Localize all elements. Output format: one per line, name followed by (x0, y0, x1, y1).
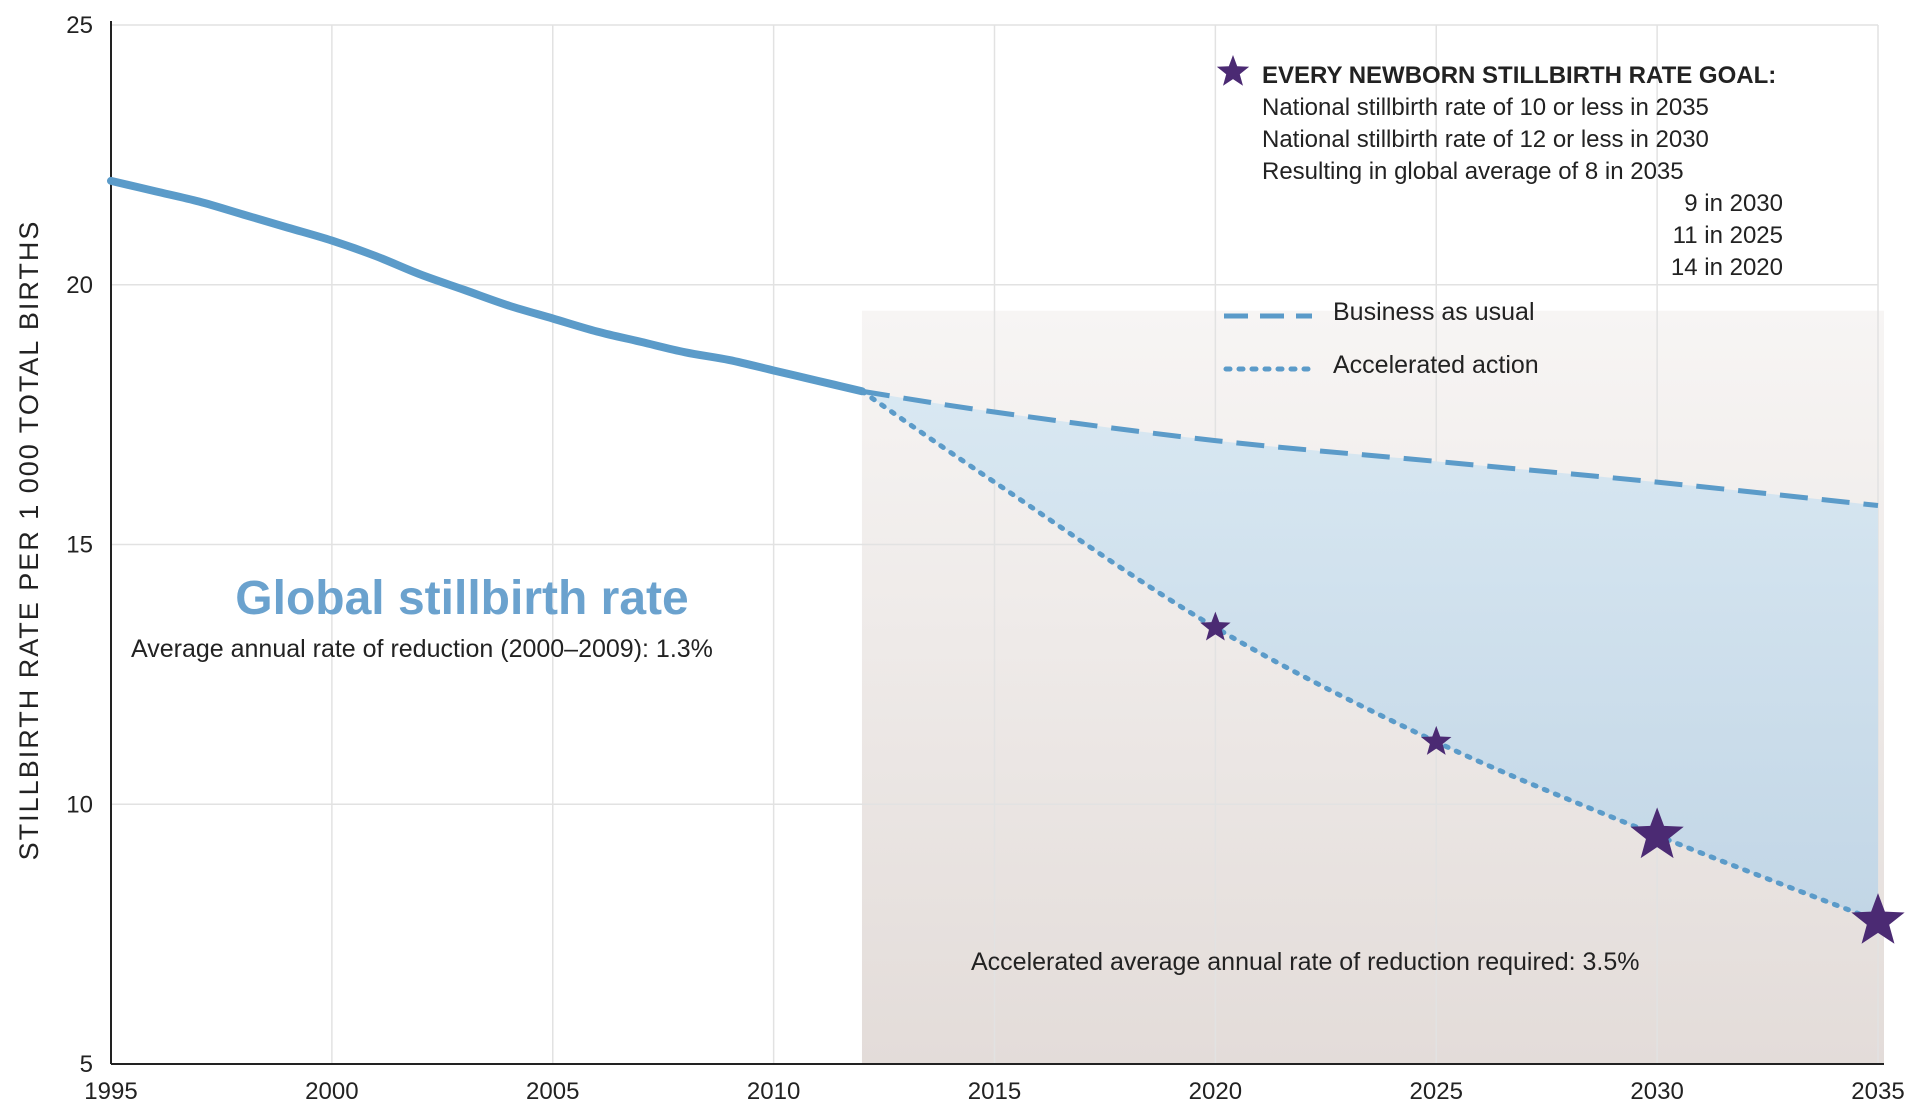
historical-note: Average annual rate of reduction (2000–2… (131, 635, 713, 663)
goal-box: EVERY NEWBORN STILLBIRTH RATE GOAL: Nati… (1216, 55, 1783, 281)
goal-star-icon (1216, 55, 1250, 86)
y-tick-label: 25 (66, 12, 93, 39)
y-tick-label: 20 (66, 272, 93, 299)
x-tick-label: 2030 (1630, 1078, 1683, 1105)
goal-star-marker (1200, 611, 1231, 641)
series-title: Global stillbirth rate (235, 572, 688, 625)
historical-rate-line (107, 176, 866, 396)
x-tick-label: 2020 (1189, 1078, 1242, 1105)
goal-heading: EVERY NEWBORN STILLBIRTH RATE GOAL: (1262, 62, 1776, 89)
goal-line-1: National stillbirth rate of 10 or less i… (1262, 94, 1709, 121)
goal-star-marker (1421, 725, 1452, 755)
legend: Business as usual Accelerated action (1223, 298, 1539, 379)
y-axis-label: STILLBIRTH RATE PER 1 000 TOTAL BIRTHS (14, 220, 44, 861)
legend-label-business-as-usual: Business as usual (1333, 298, 1535, 326)
goal-subline-3: 14 in 2020 (1671, 254, 1783, 281)
x-tick-label: 2005 (526, 1078, 579, 1105)
x-tick-label: 1995 (84, 1078, 137, 1105)
legend-label-accelerated-action: Accelerated action (1333, 351, 1539, 379)
goal-line-2: National stillbirth rate of 12 or less i… (1262, 126, 1709, 153)
accelerated-action-line (859, 388, 1881, 924)
x-tick-label: 2000 (305, 1078, 358, 1105)
x-tick-label: 2025 (1410, 1078, 1463, 1105)
x-tick-label: 2015 (968, 1078, 1021, 1105)
projection-gap-area (861, 391, 1878, 922)
goal-star-marker (1630, 807, 1684, 859)
y-tick-label: 5 (80, 1051, 93, 1078)
x-tick-label: 2010 (747, 1078, 800, 1105)
y-tick-label: 10 (66, 791, 93, 818)
goal-subline-2: 11 in 2025 (1673, 222, 1783, 249)
goal-line-3: Resulting in global average of 8 in 2035 (1262, 158, 1684, 185)
x-tick-label: 2035 (1851, 1078, 1904, 1105)
y-tick-label: 15 (66, 532, 93, 559)
business-as-usual-line (861, 388, 1879, 509)
goal-subline-1: 9 in 2030 (1684, 190, 1783, 217)
goal-star-marker (1851, 893, 1905, 944)
accelerated-note: Accelerated average annual rate of reduc… (971, 948, 1639, 976)
